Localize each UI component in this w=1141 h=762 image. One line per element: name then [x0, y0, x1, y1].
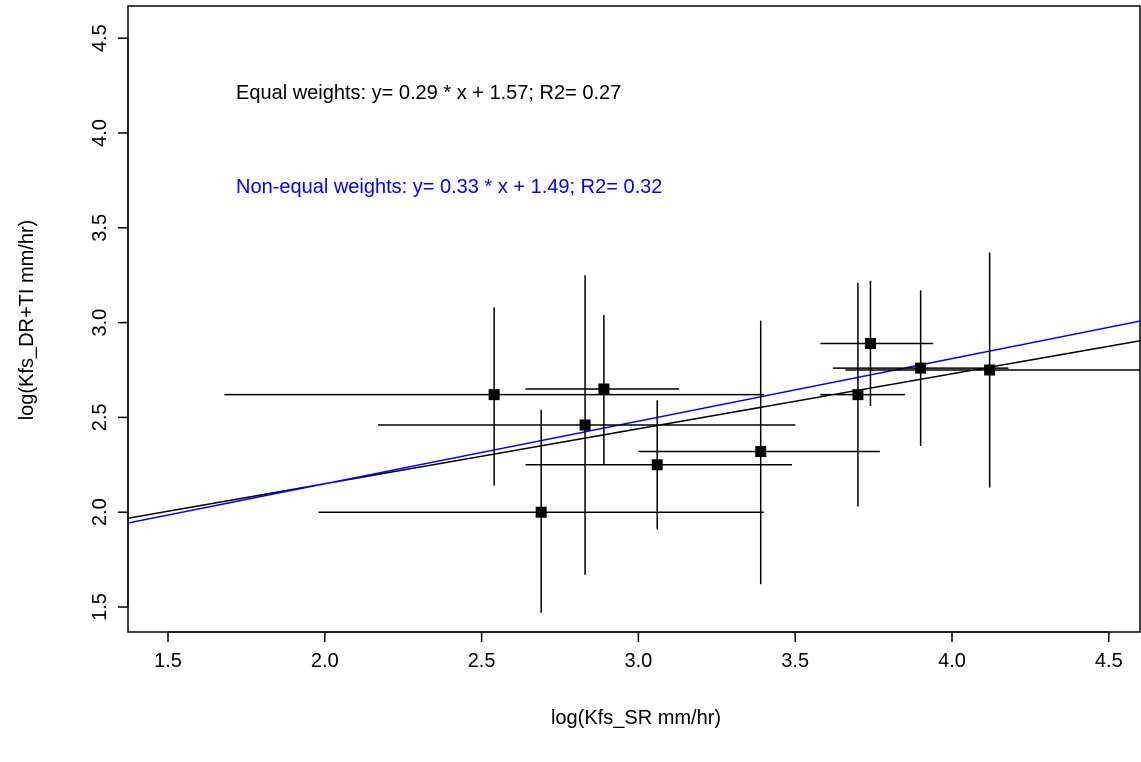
data-point — [598, 383, 610, 395]
x-tick-label: 3.0 — [624, 650, 652, 672]
y-tick-label: 1.5 — [89, 593, 111, 621]
data-point — [488, 389, 500, 401]
fit-line-non-equal-weights — [128, 320, 1141, 524]
x-tick-label: 1.5 — [154, 650, 182, 672]
error-bars — [224, 252, 1141, 613]
fit-lines — [128, 320, 1141, 524]
data-point — [984, 364, 996, 376]
data-points — [488, 337, 996, 518]
y-tick-label: 3.0 — [89, 309, 111, 337]
y-axis: 1.5 2.0 2.5 3.0 3.5 4.0 4.5 — [89, 24, 129, 621]
x-tick-label: 2.0 — [311, 650, 339, 672]
y-tick-label: 4.5 — [89, 24, 111, 52]
x-tick-label: 4.0 — [938, 650, 966, 672]
data-point — [852, 389, 864, 401]
data-point — [651, 459, 663, 471]
x-tick-label: 4.5 — [1095, 650, 1123, 672]
y-axis-label: log(Kfs_DR+TI mm/hr) — [16, 220, 38, 421]
x-tick-label: 3.5 — [781, 650, 809, 672]
data-point — [535, 506, 547, 518]
y-tick-label: 2.5 — [89, 403, 111, 431]
fit-label-equal-weights: Equal weights: y= 0.29 * x + 1.57; R2= 0… — [236, 82, 621, 104]
data-point — [579, 419, 591, 431]
y-tick-label: 4.0 — [89, 119, 111, 147]
data-point — [755, 446, 767, 458]
y-tick-label: 2.0 — [89, 498, 111, 526]
x-axis-label: log(Kfs_SR mm/hr) — [551, 707, 721, 729]
data-point — [864, 337, 876, 349]
fit-line-equal-weights — [128, 339, 1141, 520]
y-tick-label: 3.5 — [89, 214, 111, 242]
x-tick-label: 2.5 — [468, 650, 496, 672]
x-axis: 1.5 2.0 2.5 3.0 3.5 4.0 4.5 — [154, 631, 1123, 672]
fit-label-non-equal-weights: Non-equal weights: y= 0.33 * x + 1.49; R… — [236, 176, 662, 198]
data-point — [915, 362, 927, 374]
